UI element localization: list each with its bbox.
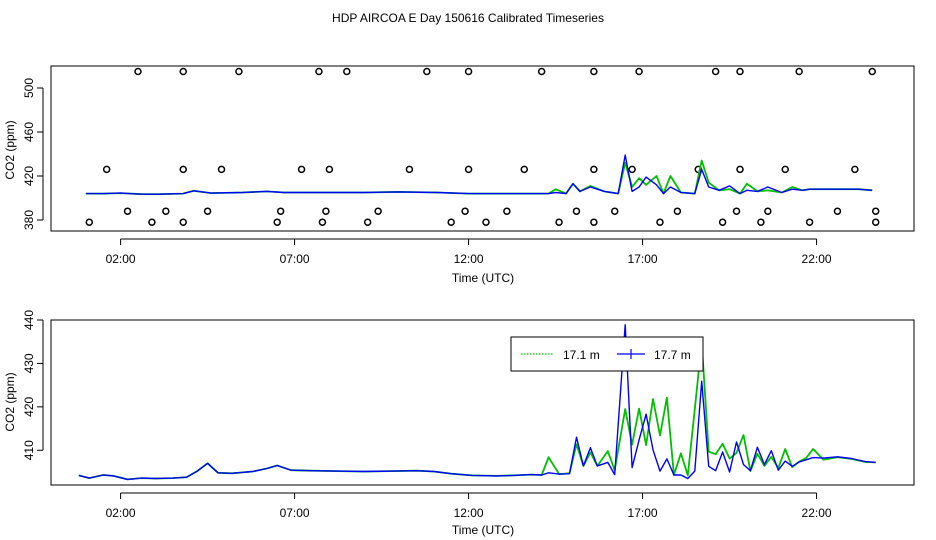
top-marker-point: [673, 207, 682, 215]
top-series-line-17-1-m: [85, 159, 873, 196]
top-marker-point: [537, 67, 546, 76]
top-marker-point: [148, 218, 156, 226]
top-marker-point: [635, 67, 643, 76]
legend-label-17-1-m: 17.1 m: [563, 348, 600, 362]
bottom-plot-frame: [50, 319, 915, 486]
legend-label-17-7-m: 17.7 m: [654, 348, 691, 362]
bottom-series-line-17-1-m: [78, 341, 876, 481]
top-marker-point: [461, 207, 469, 215]
top-marker-point: [732, 207, 741, 215]
top-plot-frame: [50, 65, 915, 232]
top-marker-point: [610, 207, 619, 215]
top-marker-point: [217, 165, 226, 174]
bottom-x-axis: 02:00 07:00 12:00 17:00 22:00: [106, 492, 832, 520]
top-marker-layer: [85, 67, 880, 226]
top-marker-point: [781, 165, 789, 174]
top-series-layer: [85, 154, 873, 196]
top-marker-point: [795, 67, 803, 76]
top-marker-point: [868, 67, 876, 76]
top-marker-point: [363, 218, 372, 226]
bottom-x-tick-label: 07:00: [280, 506, 310, 520]
top-marker-point: [134, 67, 142, 76]
top-y-tick-label: 500: [22, 78, 36, 98]
top-marker-point: [871, 218, 880, 226]
top-marker-point: [464, 165, 473, 174]
top-marker-point: [736, 165, 744, 174]
top-marker-point: [520, 165, 529, 174]
figure-title: HDP AIRCOA E Day 150616 Calibrated Times…: [332, 11, 604, 25]
bottom-y-tick-label: 420: [22, 397, 36, 417]
top-marker-point: [503, 207, 511, 215]
top-x-tick-label: 12:00: [454, 252, 484, 266]
top-marker-point: [273, 218, 281, 226]
top-marker-point: [318, 218, 327, 226]
top-x-tick-label: 22:00: [802, 252, 832, 266]
top-marker-point: [871, 207, 880, 215]
bottom-y-tick-label: 440: [22, 310, 36, 330]
top-marker-point: [764, 207, 772, 215]
top-marker-point: [555, 218, 563, 226]
top-marker-point: [85, 218, 94, 226]
bottom-series-layer: [78, 324, 876, 481]
top-series-line-17-7-m: [85, 154, 873, 195]
top-x-axis: 02:00 07:00 12:00 17:00 22:00: [106, 238, 832, 266]
top-marker-point: [102, 165, 111, 174]
bottom-x-tick-label: 17:00: [628, 506, 658, 520]
bottom-x-tick-label: 22:00: [802, 506, 832, 520]
top-marker-point: [179, 165, 187, 174]
top-marker-point: [851, 165, 859, 174]
top-y-tick-label: 460: [22, 122, 36, 142]
top-marker-point: [325, 165, 334, 174]
bottom-x-tick-label: 12:00: [454, 506, 484, 520]
top-x-tick-label: 07:00: [280, 252, 310, 266]
top-marker-point: [757, 218, 765, 226]
top-marker-point: [423, 67, 431, 76]
bottom-y-axis-title: CO2 (ppm): [3, 372, 17, 431]
top-marker-point: [235, 67, 243, 76]
top-marker-point: [628, 165, 636, 174]
top-marker-point: [590, 67, 598, 76]
top-marker-point: [572, 207, 581, 215]
top-x-tick-label: 02:00: [106, 252, 136, 266]
bottom-x-axis-title: Time (UTC): [452, 523, 514, 537]
top-marker-point: [315, 67, 323, 76]
top-marker-point: [405, 165, 414, 174]
top-chart-panel: 02:00 07:00 12:00 17:00 22:00 380 420 460 500 T…: [3, 65, 915, 285]
top-y-tick-label: 380: [22, 210, 36, 230]
bottom-x-tick-label: 02:00: [106, 506, 136, 520]
bottom-series-line-17-7-m: [78, 324, 876, 481]
top-marker-point: [464, 67, 473, 76]
bottom-y-tick-label: 430: [22, 353, 36, 373]
top-marker-point: [179, 218, 187, 226]
top-marker-point: [162, 207, 170, 215]
top-marker-point: [718, 218, 727, 226]
top-x-axis-title: Time (UTC): [452, 271, 514, 285]
bottom-y-axis: 410 420 430 440: [22, 310, 44, 460]
top-x-tick-label: 17:00: [628, 252, 658, 266]
top-marker-point: [322, 207, 330, 215]
top-marker-point: [276, 207, 285, 215]
top-marker-point: [343, 67, 351, 76]
top-marker-point: [123, 207, 132, 215]
top-marker-point: [297, 165, 306, 174]
bottom-y-tick-label: 410: [22, 440, 36, 460]
bottom-chart-panel: 02:00 07:00 12:00 17:00 22:00 410 420 430 440 T…: [3, 310, 915, 537]
top-marker-point: [656, 218, 664, 226]
legend: 17.1 m 17.7 m: [510, 336, 704, 372]
top-marker-point: [590, 218, 598, 226]
top-marker-point: [711, 67, 720, 76]
top-marker-point: [805, 218, 814, 226]
top-y-axis-title: CO2 (ppm): [3, 120, 17, 179]
top-marker-point: [447, 218, 455, 226]
top-y-axis: 380 420 460 500: [22, 78, 44, 230]
top-marker-point: [833, 207, 842, 215]
top-marker-point: [736, 67, 744, 76]
top-marker-point: [590, 165, 598, 174]
top-marker-point: [482, 218, 490, 226]
top-marker-point: [374, 207, 382, 215]
top-y-tick-label: 420: [22, 166, 36, 186]
top-marker-point: [179, 67, 187, 76]
top-marker-point: [203, 207, 212, 215]
